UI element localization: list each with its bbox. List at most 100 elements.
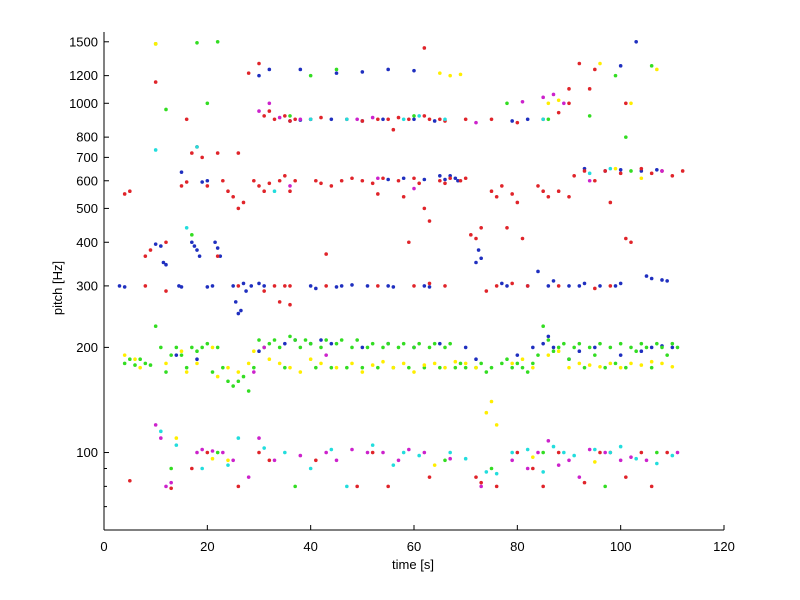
data-point — [603, 365, 607, 370]
data-point — [339, 284, 344, 288]
data-point — [184, 370, 189, 374]
data-point — [479, 361, 483, 366]
data-point — [386, 284, 390, 288]
data-point — [593, 178, 597, 183]
data-point — [474, 120, 478, 125]
x-tick-label: 120 — [713, 539, 735, 554]
y-tick-label: 1200 — [69, 68, 98, 83]
data-point — [293, 484, 297, 489]
data-point — [572, 453, 576, 458]
data-point — [117, 284, 122, 288]
data-point — [288, 189, 292, 194]
data-point — [314, 178, 318, 183]
data-point — [670, 345, 675, 350]
data-point — [644, 458, 649, 463]
data-point — [218, 254, 223, 258]
data-point — [376, 176, 380, 181]
data-point — [288, 302, 292, 307]
data-point — [195, 357, 199, 362]
data-point — [531, 466, 535, 471]
data-point — [231, 284, 235, 288]
y-tick-label: 100 — [76, 445, 98, 460]
data-point — [443, 458, 447, 463]
data-point — [598, 450, 602, 455]
data-point — [288, 184, 292, 188]
data-point — [443, 181, 447, 186]
data-point — [577, 349, 582, 354]
data-point — [221, 178, 225, 183]
data-point — [272, 458, 277, 463]
data-point — [618, 281, 623, 286]
data-point — [195, 349, 199, 354]
data-point — [541, 324, 545, 328]
data-point — [272, 338, 277, 342]
data-point — [649, 64, 654, 68]
data-point — [567, 365, 571, 370]
data-point — [179, 170, 184, 174]
data-point — [329, 184, 334, 188]
data-point — [505, 226, 509, 230]
data-point — [241, 374, 246, 379]
data-point — [453, 365, 458, 370]
data-point — [463, 117, 468, 122]
data-point — [546, 353, 551, 357]
data-point — [562, 341, 566, 346]
data-point — [531, 365, 535, 370]
data-point — [474, 475, 478, 479]
data-point — [370, 115, 375, 120]
data-point — [639, 450, 644, 455]
data-point — [567, 194, 571, 199]
data-point — [350, 176, 354, 181]
scatter-points — [117, 39, 685, 491]
data-point — [376, 284, 380, 288]
data-point — [618, 171, 623, 176]
data-point — [308, 341, 313, 346]
data-point — [536, 184, 540, 188]
data-point — [195, 145, 199, 149]
data-point — [329, 447, 334, 452]
data-point — [283, 173, 287, 178]
data-point — [215, 450, 220, 455]
data-point — [215, 151, 220, 155]
data-point — [613, 361, 618, 366]
data-point — [314, 365, 318, 370]
data-point — [298, 453, 303, 458]
data-point — [277, 115, 282, 120]
data-point — [184, 180, 189, 184]
data-point — [520, 236, 525, 241]
data-point — [257, 109, 261, 113]
data-point — [660, 345, 664, 350]
data-point — [319, 115, 323, 120]
data-point — [593, 67, 597, 72]
data-point — [339, 338, 344, 342]
data-point — [283, 284, 287, 288]
data-point — [541, 450, 545, 455]
data-point — [164, 484, 168, 489]
data-point — [541, 117, 545, 122]
data-point — [159, 345, 163, 350]
data-point — [231, 458, 235, 463]
data-point — [577, 341, 582, 346]
data-point — [412, 345, 416, 350]
data-point — [195, 248, 199, 252]
data-point — [200, 155, 204, 160]
data-point — [639, 363, 644, 367]
data-point — [138, 357, 142, 362]
data-point — [386, 484, 390, 489]
data-point — [443, 117, 447, 122]
data-point — [355, 338, 359, 342]
data-point — [649, 359, 654, 364]
data-point — [525, 284, 530, 288]
data-point — [489, 399, 494, 404]
data-point — [308, 117, 313, 122]
data-point — [376, 365, 380, 370]
data-point — [128, 478, 132, 483]
data-point — [644, 345, 649, 350]
data-point — [236, 370, 241, 374]
data-point — [236, 436, 241, 440]
data-point — [634, 39, 638, 44]
data-point — [360, 119, 365, 123]
data-point — [624, 135, 628, 139]
data-point — [510, 361, 514, 366]
data-point — [169, 480, 173, 485]
